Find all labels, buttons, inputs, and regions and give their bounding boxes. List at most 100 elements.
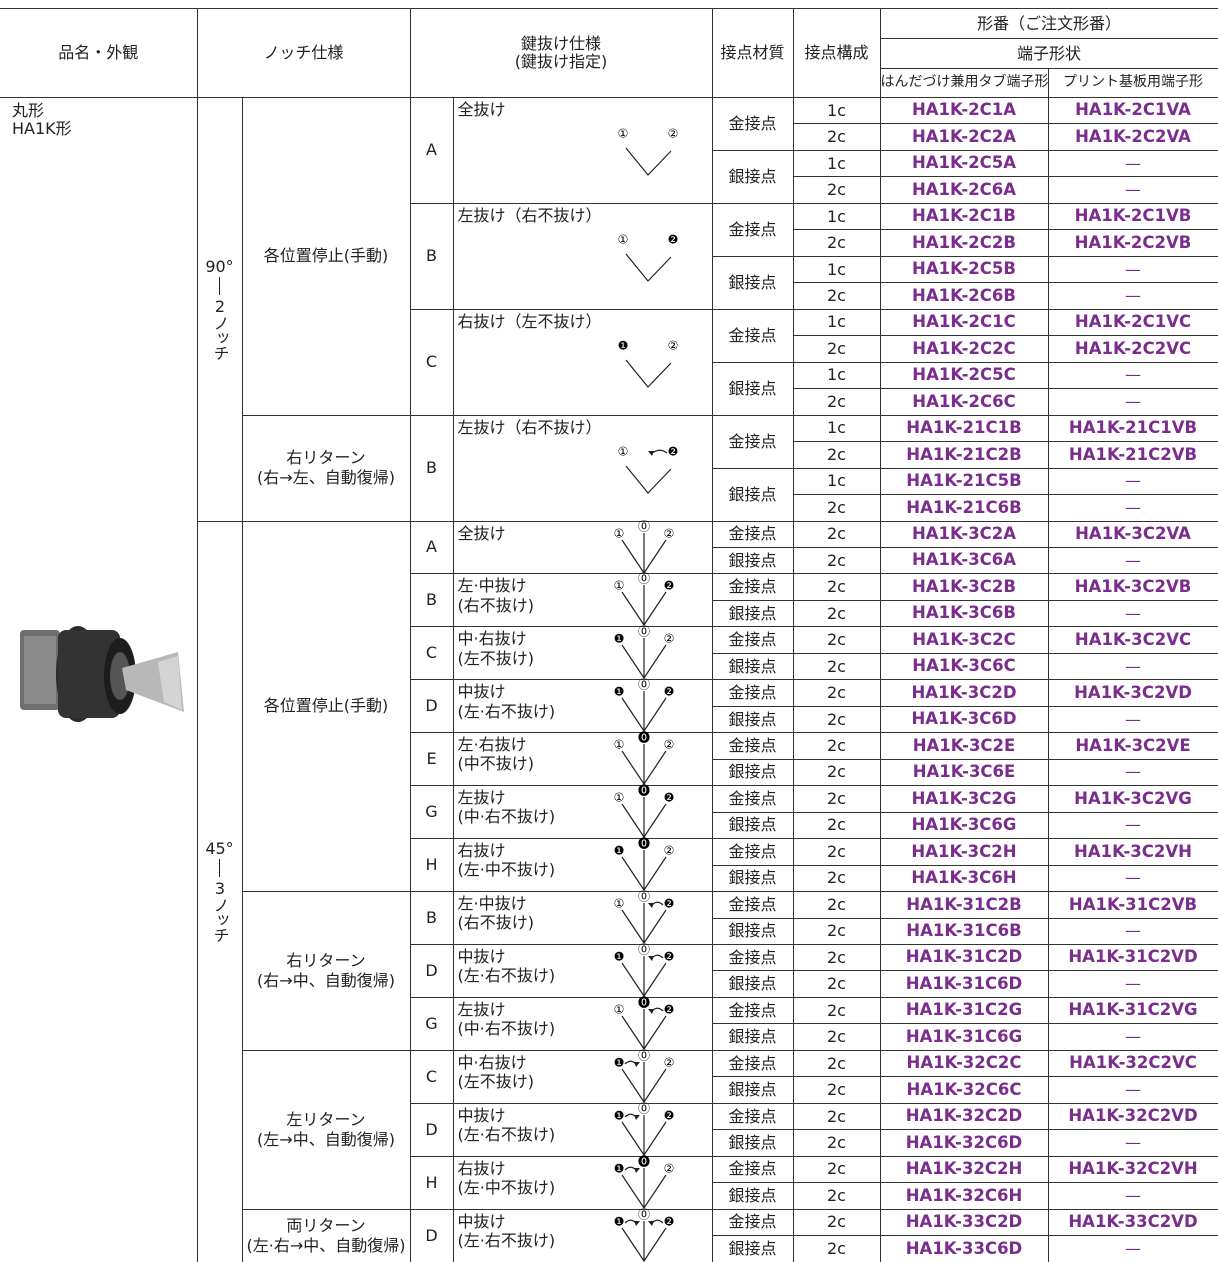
diagram-label: ❷ (663, 685, 674, 699)
contact-config: 2c (792, 652, 881, 681)
diagram-line (621, 1227, 666, 1262)
diagram-label: ⓪ (637, 1101, 649, 1115)
notch-type: 左リターン (左→中、自動復帰) (241, 1049, 411, 1210)
contact-config: 2c (792, 1129, 881, 1157)
contact-material: 金接点 (711, 785, 794, 813)
diagram-label: ⓪ (637, 572, 649, 586)
part-number-tab: HA1K-2C1B (879, 202, 1049, 231)
part-number-print: — (1047, 282, 1218, 310)
part-number-print: HA1K-2C2VB (1047, 229, 1218, 257)
contact-config: 2c (792, 335, 881, 363)
contact-material: 金接点 (711, 520, 794, 548)
return-arrowhead (633, 1114, 640, 1120)
notch-angle: 90° (205, 256, 234, 276)
diagram-line (621, 697, 666, 733)
table-row: B 左抜け（右不抜け） ① ❷ 金接点 1c HA1K-2C1B HA1K-2C1VB (0, 202, 1218, 310)
key-diagram: ⓪❶ ❷ (613, 678, 674, 733)
diagram-line (621, 750, 666, 786)
contact-config: 1c (792, 255, 881, 284)
diagram-label: ② (667, 127, 678, 141)
table-row: 2c HA1K-2C6B — (0, 282, 1218, 310)
part-number-tab: HA1K-2C6A (879, 176, 1049, 204)
key-spec: 中抜け (左·右不抜け) ⓪ ❶ ❷ (452, 678, 713, 734)
key-spec: 全抜け ① ② (452, 97, 713, 204)
contact-config: 2c (792, 811, 881, 840)
table-row: 2c HA1K-2C2B HA1K-2C2VB (0, 229, 1218, 257)
key-spec: 右抜け（左不抜け） ❶ ② (452, 308, 713, 416)
diagram-line (621, 539, 666, 574)
diagram-label: ① (613, 579, 624, 593)
key-spec-text: 右抜け (左·中不抜け) (457, 1158, 556, 1197)
part-number-print: HA1K-2C1VC (1047, 308, 1218, 337)
return-arrowhead (633, 1167, 640, 1173)
contact-material: 銀接点 (711, 1023, 794, 1051)
part-number-print: — (1047, 467, 1218, 496)
table-row: G 左抜け (中·右不抜け) ⓿ ① ❷ 金接点 2c HA1K-3C2G HA1K-3C2VG (0, 784, 1218, 840)
part-number-print: HA1K-3C2VG (1047, 785, 1218, 813)
key-spec-text: 右抜け (左·中不抜け) (457, 841, 556, 880)
diagram-label: ❷ (663, 897, 674, 911)
part-number-tab: HA1K-2C6B (879, 282, 1049, 310)
header-cell: ノッチ仕様 (196, 8, 411, 98)
part-number-tab: HA1K-3C2A (879, 520, 1049, 548)
diagram-label: ⓪ (637, 890, 649, 904)
contact-material: 金接点 (711, 1049, 794, 1078)
part-number-tab: HA1K-2C5C (879, 361, 1049, 390)
part-number-tab: HA1K-2C1A (879, 96, 1049, 125)
contact-config: 2c (792, 626, 881, 654)
diagram-label: ② (663, 632, 674, 646)
contact-material: 金接点 (711, 838, 794, 866)
diagram-label: ❶ (613, 1055, 624, 1069)
contact-material: 銀接点 (711, 361, 794, 416)
contact-config: 2c (792, 441, 881, 469)
part-number-print: HA1K-3C2VD (1047, 679, 1218, 707)
notch-type: 右リターン (右→左、自動復帰) (241, 414, 411, 522)
part-number-tab: HA1K-32C2C (879, 1049, 1049, 1078)
contact-material: 金接点 (711, 97, 794, 151)
contact-material: 銀接点 (711, 1076, 794, 1104)
contact-config: 2c (792, 1023, 881, 1051)
contact-config: 2c (792, 970, 881, 998)
table-row: 2c HA1K-21C2B HA1K-21C2VB (0, 441, 1218, 469)
return-arrowhead (647, 956, 654, 961)
contact-config: 1c (792, 467, 881, 496)
key-diagram: ⓿① ❷ (613, 784, 674, 839)
contact-material: 金接点 (711, 732, 794, 760)
contact-config: 2c (792, 546, 881, 575)
contact-config: 2c (792, 1155, 881, 1184)
part-number-print: HA1K-31C2VG (1047, 996, 1218, 1025)
contact-config: 2c (792, 282, 881, 310)
contact-material: 銀接点 (711, 1182, 794, 1210)
table-row: 45° 3ノッチ 各位置停止(手動) A 全抜け ⓪ ① ② 金接点 2c HA1K-3C2A HA1… (0, 519, 1218, 1262)
table-row: 銀接点 2c HA1K-33C6D — (0, 1235, 1218, 1262)
part-number-tab: HA1K-31C6D (879, 970, 1049, 998)
contact-material: 銀接点 (711, 467, 794, 522)
diagram-label: ❶ (613, 685, 624, 699)
part-number-tab: HA1K-3C6D (879, 705, 1049, 734)
header-cell: 接点材質 (711, 8, 794, 98)
contact-config: 2c (792, 732, 881, 760)
contact-config: 2c (792, 943, 881, 972)
contact-config: 1c (792, 308, 881, 337)
key-letter: H (409, 1155, 454, 1210)
part-number-print: — (1047, 652, 1218, 681)
key-spec: 左·中抜け (右不抜け) ⓪ ① ❷ (452, 890, 713, 945)
contact-config: 2c (792, 758, 881, 787)
contact-material: 銀接点 (711, 149, 794, 204)
key-diagram: ⓪❶ ❷ (613, 943, 674, 998)
notch-count: 3ノッチ (210, 879, 230, 943)
notch-type: 両リターン (左·右→中、自動復帰) (241, 1208, 411, 1262)
key-letter: C (409, 626, 454, 681)
key-letter: A (409, 97, 454, 204)
table-row: 銀接点 2c HA1K-3C6H — (0, 864, 1218, 893)
key-spec-text: 左·右抜け (中不抜け) (457, 735, 535, 774)
contact-material: 金接点 (711, 943, 794, 972)
table-row: 左リターン (左→中、自動復帰) C 中·右抜け (左不抜け) ⓪ ❶ ② 金接点 2c HA1… (0, 1048, 1218, 1210)
key-spec-text: 左抜け (中·右不抜け) (457, 999, 556, 1039)
part-number-tab: HA1K-32C6H (879, 1182, 1049, 1210)
contact-config: 1c (792, 96, 881, 125)
key-diagram: ⓿❶ ② (613, 837, 674, 892)
part-number-print: HA1K-31C2VD (1047, 943, 1218, 972)
